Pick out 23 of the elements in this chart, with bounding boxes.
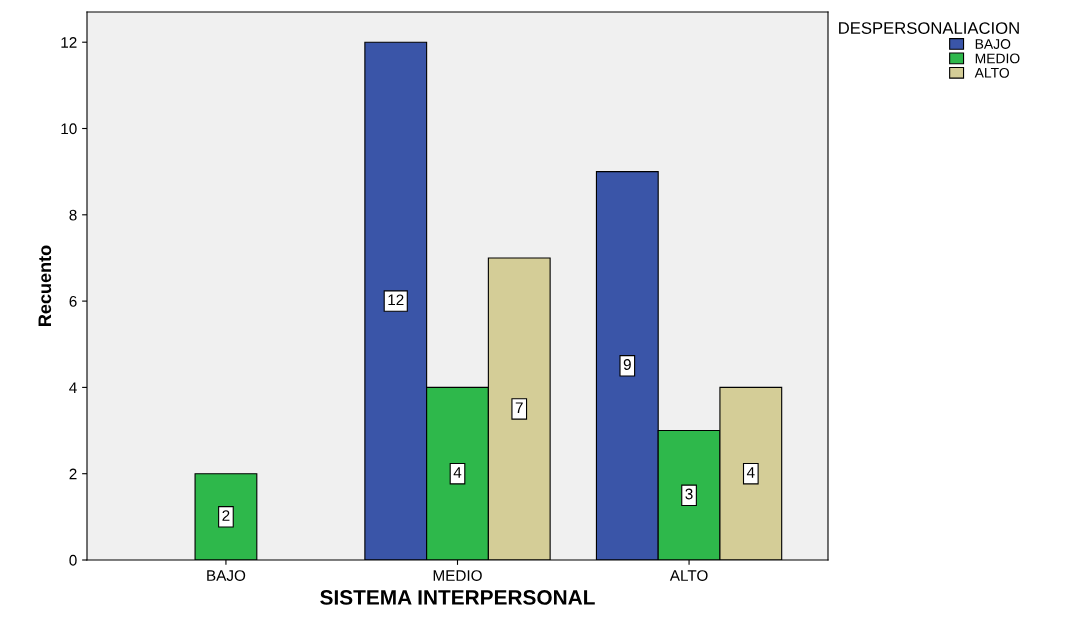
data-label: 12	[388, 294, 404, 306]
y-axis-title: Recuento	[38, 245, 52, 326]
legend-title: DESPERSONALIACION	[839, 22, 1019, 34]
data-label: 9	[623, 359, 631, 370]
y-tick-label: 10	[61, 123, 77, 135]
legend-label: ALTO	[974, 67, 1009, 78]
data-label: 2	[222, 510, 230, 521]
y-tick-label: 8	[69, 209, 77, 221]
data-label: 3	[685, 488, 693, 500]
data-label: 4	[746, 467, 755, 478]
x-axis-title: SISTEMA INTERPERSONAL	[320, 590, 595, 605]
legend-label: BAJO	[975, 39, 1011, 49]
y-tick-label: 12	[61, 37, 77, 48]
y-tick-label: 2	[69, 468, 77, 480]
y-tick-label: 6	[69, 295, 77, 307]
data-label: 4	[453, 467, 462, 478]
data-label: 7	[515, 402, 523, 413]
x-tick-label: ALTO	[669, 570, 708, 581]
y-tick-label: 4	[69, 382, 77, 393]
x-tick-label: MEDIO	[433, 570, 482, 581]
x-tick-label: BAJO	[207, 570, 246, 581]
y-tick-label: 0	[69, 554, 77, 566]
legend-label: MEDIO	[975, 53, 1020, 64]
